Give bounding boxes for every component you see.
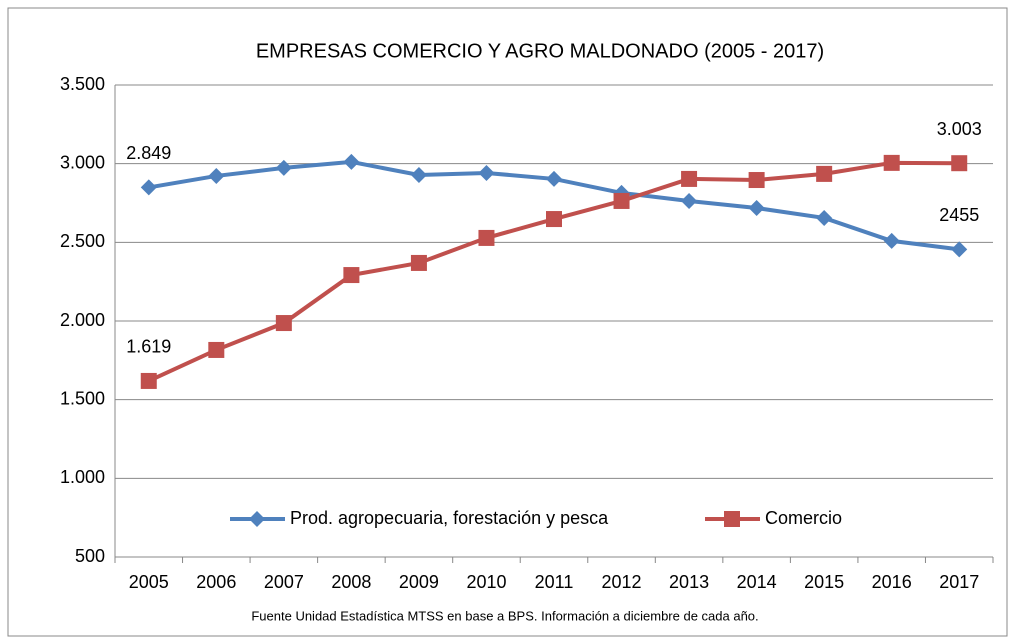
y-tick-label: 1.500	[60, 388, 105, 408]
point	[343, 267, 360, 284]
data-label: 3.003	[937, 119, 982, 139]
point	[208, 341, 225, 358]
data-label: 2455	[939, 205, 979, 225]
y-tick-label: 3.500	[60, 74, 105, 94]
point	[748, 172, 765, 189]
legend-label: Prod. agropecuaria, forestación y pesca	[290, 508, 609, 528]
point	[883, 232, 900, 249]
data-label: 2.849	[126, 143, 171, 163]
point	[478, 164, 495, 181]
x-tick-label: 2006	[196, 572, 236, 592]
point	[816, 165, 833, 182]
point	[275, 315, 292, 332]
point	[478, 229, 495, 246]
x-tick-label: 2008	[331, 572, 371, 592]
point	[410, 254, 427, 271]
y-tick-label: 3.000	[60, 152, 105, 172]
chart-title: EMPRESAS COMERCIO Y AGRO MALDONADO (2005…	[256, 40, 824, 62]
point	[816, 209, 833, 226]
legend-label: Comercio	[765, 508, 842, 528]
point	[724, 511, 740, 527]
point	[951, 241, 968, 258]
point	[681, 192, 698, 209]
point	[275, 159, 292, 176]
point	[410, 166, 427, 183]
x-tick-label: 2015	[804, 572, 844, 592]
point	[140, 372, 157, 389]
x-tick-label: 2007	[264, 572, 304, 592]
chart-border	[7, 7, 1008, 637]
point	[546, 211, 562, 228]
point	[748, 200, 765, 217]
source-note: Fuente Unidad Estadística MTSS en base a…	[251, 608, 758, 623]
point	[208, 167, 225, 184]
point	[140, 179, 157, 196]
point	[546, 170, 562, 187]
point	[883, 154, 900, 171]
x-tick-label: 2005	[129, 572, 169, 592]
point	[249, 511, 265, 527]
y-tick-label: 2.000	[60, 310, 105, 330]
y-tick-label: 500	[75, 546, 105, 566]
x-tick-label: 2011	[535, 572, 574, 592]
x-tick-label: 2013	[669, 572, 709, 592]
x-tick-label: 2014	[737, 572, 777, 592]
x-tick-label: 2009	[399, 572, 439, 592]
point	[951, 155, 968, 172]
y-tick-label: 2.500	[60, 231, 105, 251]
point	[343, 153, 360, 170]
x-tick-label: 2017	[939, 572, 979, 592]
x-tick-label: 2016	[872, 572, 912, 592]
x-tick-label: 2010	[466, 572, 506, 592]
point	[613, 192, 630, 209]
point	[681, 170, 698, 187]
data-label: 1.619	[126, 337, 171, 357]
y-tick-label: 1.000	[60, 467, 105, 487]
x-tick-label: 2012	[602, 572, 642, 592]
